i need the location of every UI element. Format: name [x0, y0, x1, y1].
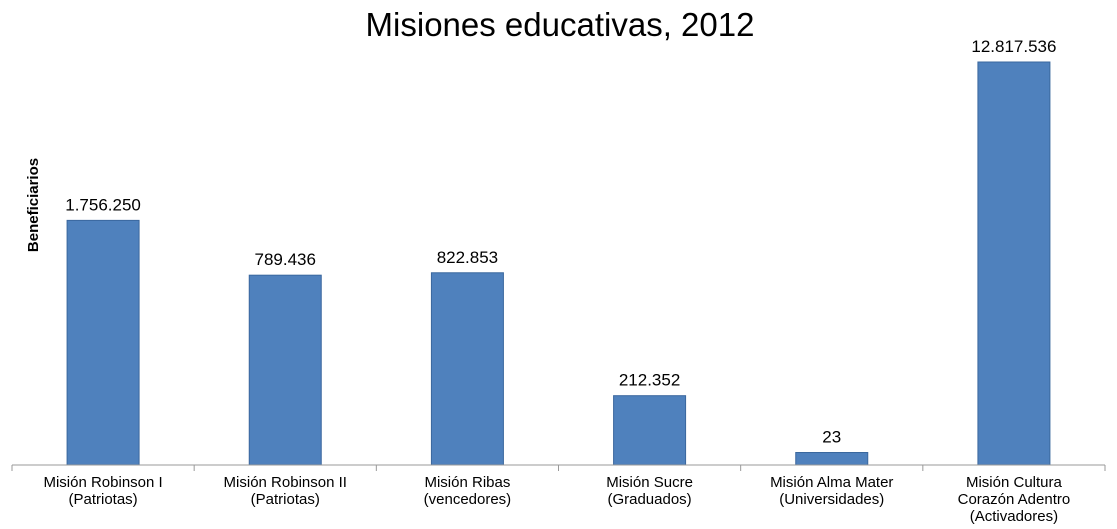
- data-labels-group: 1.756.250 789.436 822.853 212.352 23 12.817.5…: [65, 37, 1056, 447]
- bar: [430, 272, 504, 466]
- bar: [977, 61, 1051, 466]
- bars-group: [66, 61, 1051, 466]
- data-label: 1.756.250: [65, 195, 141, 214]
- x-tick-label: Misión Cultura Corazón Adentro (Activadore…: [958, 474, 1071, 525]
- bar: [66, 219, 140, 466]
- x-tick-label: Misión Alma Mater (Universidades): [770, 474, 893, 508]
- x-axis-labels-group: Misión Robinson I (Patriotas) Misión Robin…: [43, 474, 1070, 525]
- x-tick-label: Misión Ribas (vencedores): [424, 474, 512, 508]
- x-tick-label: Misión Sucre (Graduados): [606, 474, 693, 508]
- data-label: 822.853: [437, 248, 498, 267]
- bar: [248, 274, 322, 466]
- x-tick-label: Misión Robinson I (Patriotas): [43, 474, 162, 508]
- data-label: 23: [822, 428, 841, 447]
- data-label: 212.352: [619, 371, 680, 390]
- bar: [613, 395, 687, 466]
- data-label: 12.817.536: [971, 37, 1056, 56]
- y-axis-label: Beneficiarios: [25, 158, 42, 252]
- data-label: 789.436: [255, 250, 316, 269]
- x-axis-ticks-group: [11, 465, 1106, 471]
- x-tick-label: Misión Robinson II (Patriotas): [224, 474, 347, 508]
- bar: [795, 452, 869, 466]
- chart-title: Misiones educativas, 2012: [366, 6, 755, 43]
